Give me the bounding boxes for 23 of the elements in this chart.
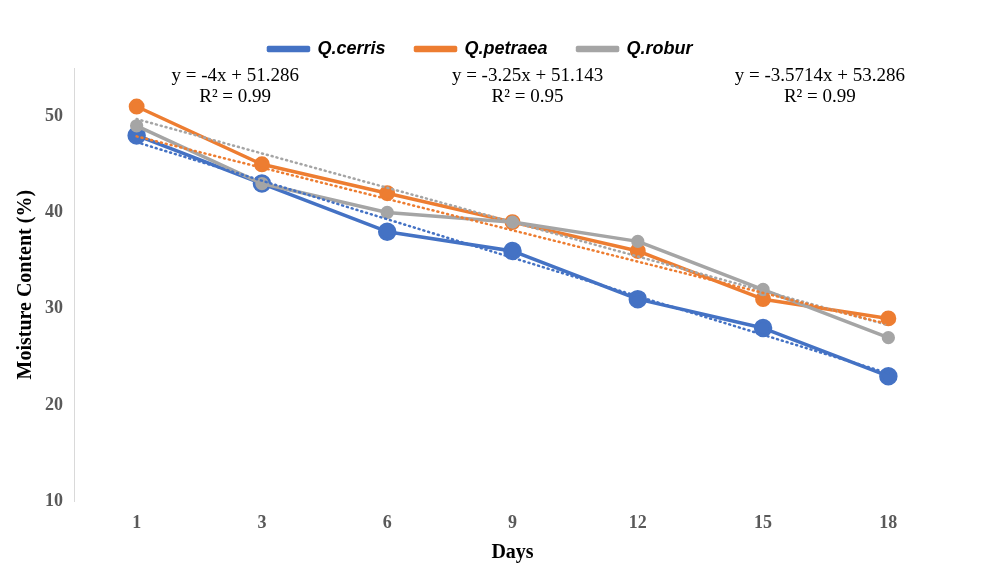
legend-label: Q.petraea	[464, 37, 548, 58]
annotation: y = -4x + 51.286	[171, 63, 299, 85]
x-tick-label: 12	[628, 511, 647, 532]
legend-label: Q.robur	[626, 37, 694, 58]
x-tick-label: 3	[257, 511, 267, 532]
y-tick-label: 50	[45, 104, 63, 125]
x-axis-title: Days	[491, 540, 534, 564]
y-tick-label: 10	[45, 490, 63, 511]
y-tick-label: 40	[45, 201, 63, 222]
y-axis-title: Moisture Content (%)	[13, 189, 37, 380]
x-tick-label: 1	[132, 511, 142, 532]
annotation: y = -3.5714x + 53.286	[734, 63, 905, 85]
x-tick-label: 18	[879, 511, 898, 532]
x-tick-label: 15	[754, 511, 773, 532]
annotation: R² = 0.95	[491, 84, 564, 106]
annotation: R² = 0.99	[783, 84, 856, 106]
x-tick-label: 9	[508, 511, 517, 532]
x-tick-label: 6	[382, 511, 392, 532]
y-tick-label: 30	[45, 297, 63, 318]
y-tick-label: 20	[45, 393, 63, 414]
annotation: R² = 0.99	[199, 84, 272, 106]
legend-label: Q.cerris	[317, 37, 386, 58]
annotation: y = -3.25x + 51.143	[451, 63, 604, 85]
